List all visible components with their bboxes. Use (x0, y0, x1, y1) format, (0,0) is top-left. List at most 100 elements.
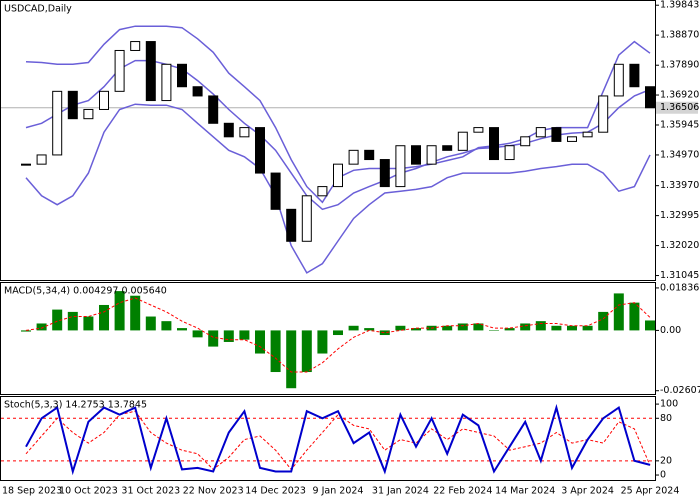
candle (598, 95, 609, 133)
panel-title: Stoch(5,3,3) 14.2753 13.7845 (4, 400, 147, 411)
candle (130, 41, 141, 51)
macd-bar (379, 330, 390, 336)
macd-bar (395, 325, 406, 331)
candle (535, 127, 546, 138)
y-tick-label: 80 (660, 413, 672, 424)
candle (192, 86, 203, 97)
macd-bar (21, 330, 31, 332)
candle (364, 149, 375, 161)
y-tick-label: 0.018367 (660, 282, 700, 293)
macd-bar (114, 291, 125, 331)
y-tick-label: 20 (660, 455, 672, 466)
candle (223, 122, 234, 138)
stoch-panel (0, 396, 656, 481)
macd-bar (520, 323, 531, 331)
x-tick-label: 18 Sep 2023 (2, 486, 62, 497)
panel-title: USDCAD,Daily (4, 4, 72, 15)
candle (395, 145, 406, 188)
candle (645, 86, 655, 109)
macd-bar (301, 330, 312, 373)
candle (567, 136, 577, 142)
y-tick-label: 1.32020 (660, 240, 699, 251)
candle (582, 131, 593, 138)
candle (177, 63, 187, 88)
candle (145, 41, 156, 102)
y-tick-label: 0.00 (660, 325, 681, 336)
macd-bar (348, 325, 359, 331)
macd-bar (598, 311, 609, 331)
candle (255, 127, 265, 174)
macd-bar (161, 321, 172, 331)
macd-bar (613, 293, 624, 331)
y-tick-label: 1.33970 (660, 180, 699, 191)
macd-bar (36, 323, 47, 331)
macd-bar (364, 328, 375, 331)
y-tick-label: 1.37890 (660, 60, 699, 71)
x-tick-label: 14 Dec 2023 (245, 486, 306, 497)
macd-bar (411, 328, 421, 331)
candle (114, 49, 125, 92)
y-tick-label: 0 (660, 470, 666, 481)
x-tick-label: 10 Oct 2023 (59, 486, 118, 497)
candle (317, 186, 328, 197)
macd-bar (551, 325, 562, 331)
macd-bar (333, 330, 343, 336)
macd-bar (582, 325, 593, 331)
macd-bar (270, 330, 281, 373)
x-tick-label: 9 Jan 2024 (313, 486, 364, 497)
candle (629, 63, 640, 88)
x-tick-label: 31 Oct 2023 (121, 486, 180, 497)
x-tick-label: 3 Apr 2024 (561, 486, 614, 497)
macd-bar (145, 316, 156, 331)
candle (270, 172, 281, 210)
macd-bar (130, 295, 141, 331)
candle (99, 90, 109, 110)
macd-bar (645, 320, 655, 331)
y-tick-label: 100 (660, 399, 678, 410)
candle (551, 127, 562, 142)
macd-bar (457, 323, 468, 331)
y-tick-label: 1.32995 (660, 210, 699, 221)
y-tick-label: 1.39843 (660, 0, 699, 11)
candle (520, 136, 531, 147)
candle (286, 208, 297, 242)
bollinger-band (25, 103, 651, 274)
candle (426, 145, 437, 165)
candle (489, 127, 499, 161)
candle (333, 163, 343, 188)
panel-title: MACD(5,34,4) 0.004297 0.005640 (4, 286, 167, 297)
candle (411, 145, 421, 165)
x-tick-label: 31 Jan 2024 (372, 486, 429, 497)
macd-bar (489, 330, 499, 331)
macd-bar (83, 316, 94, 331)
macd-bar (208, 330, 219, 347)
macd-signal (25, 297, 651, 373)
macd-bar (192, 330, 203, 338)
y-tick-label: 1.38870 (660, 30, 699, 41)
candle (379, 159, 390, 188)
candle (442, 145, 453, 151)
macd-bar (255, 330, 265, 354)
y-tick-label: 1.31045 (660, 270, 699, 281)
macd-bar (99, 304, 109, 331)
candle (348, 149, 359, 165)
candle (208, 95, 219, 124)
candle (301, 195, 312, 242)
macd-bar (177, 328, 187, 331)
macd-bar (629, 302, 640, 331)
macd-bar (535, 321, 546, 331)
macd-bar (223, 330, 234, 342)
y-tick-label: 1.34970 (660, 149, 699, 160)
macd-bar (473, 323, 484, 331)
price-panel (0, 0, 656, 281)
macd-bar (67, 311, 78, 331)
candle (21, 163, 31, 166)
last-price-label: 1.36506 (660, 102, 699, 113)
candle (473, 127, 484, 133)
candle (36, 154, 47, 165)
candle (161, 63, 172, 102)
macd-bar (442, 325, 453, 331)
macd-bar (317, 330, 328, 354)
macd-bar (567, 325, 577, 331)
